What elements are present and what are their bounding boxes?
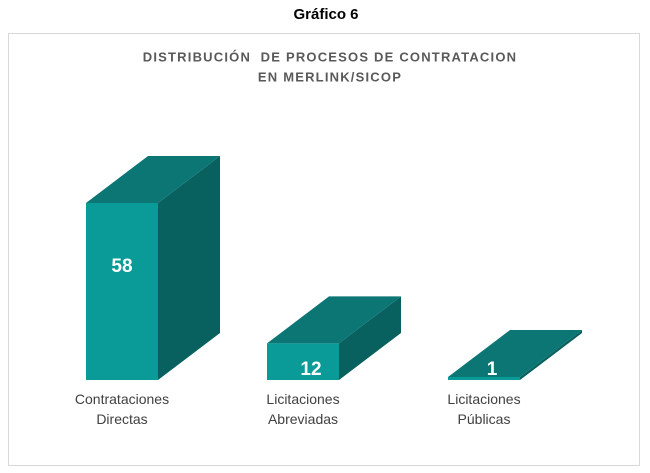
x-tick-label-line: Públicas [458, 411, 511, 427]
x-tick-label-line: Directas [96, 411, 147, 427]
bar-front [267, 343, 339, 380]
data-label: 1 [487, 359, 498, 380]
bar-side [339, 296, 401, 380]
chart-title: EN MERLINK/SICOP [258, 69, 402, 84]
x-tick-label: Licitaciones Abreviadas [266, 391, 339, 427]
bar-top [86, 156, 220, 203]
x-tick-label-line: Abreviadas [268, 411, 338, 427]
x-tick-label: Contrataciones Directas [75, 391, 169, 427]
x-tick-label-line: Licitaciones [266, 391, 339, 407]
header: Gráfico 6 [293, 6, 358, 23]
bar-front [86, 203, 158, 380]
bar-top [448, 329, 582, 377]
x-tick-label-line: Contrataciones [75, 391, 169, 407]
data-label: 58 [111, 256, 132, 277]
x-tick-label-line: Licitaciones [447, 391, 520, 407]
bar-front [448, 376, 520, 380]
x-tick-label: Licitaciones Públicas [447, 391, 520, 427]
bar-side [158, 156, 220, 380]
chart-title: DISTRIBUCIÓN DE PROCESOS DE CONTRATACION [143, 49, 517, 64]
bar-side [520, 329, 582, 380]
bar-top [267, 296, 401, 344]
data-label: 12 [300, 359, 321, 380]
